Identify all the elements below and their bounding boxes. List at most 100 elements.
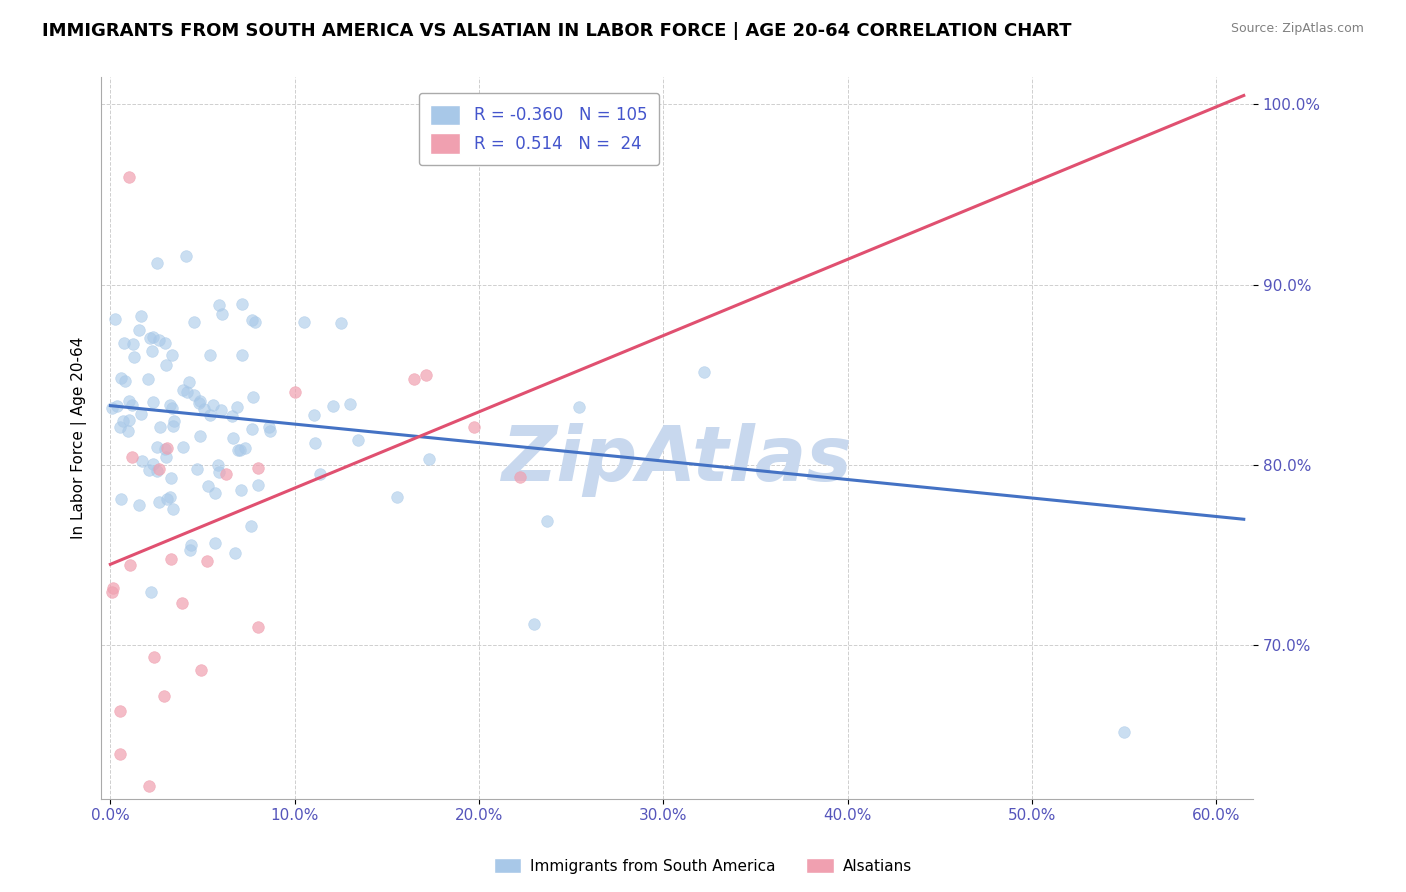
Point	[138, 463, 160, 477]
Point	[121, 337, 143, 351]
Point	[229, 483, 252, 497]
Point	[155, 359, 177, 373]
Point	[128, 323, 150, 337]
Point	[118, 394, 141, 409]
Point	[149, 419, 172, 434]
Point	[222, 431, 245, 445]
Point	[247, 478, 270, 492]
Point	[190, 663, 212, 677]
Point	[162, 502, 184, 516]
Point	[211, 307, 233, 321]
Point	[118, 558, 141, 573]
Point	[188, 396, 211, 410]
Point	[229, 443, 252, 458]
Point	[139, 331, 162, 345]
Point	[215, 467, 238, 481]
Point	[155, 450, 177, 464]
Point	[108, 420, 131, 434]
Point	[129, 309, 152, 323]
Point	[160, 471, 183, 485]
Point	[198, 348, 221, 362]
Point	[329, 316, 352, 330]
Point	[172, 440, 194, 454]
Point	[142, 457, 165, 471]
Point	[148, 495, 170, 509]
Point	[247, 460, 270, 475]
Point	[163, 414, 186, 428]
Point	[242, 390, 264, 404]
Point	[240, 422, 263, 436]
Point	[142, 649, 165, 664]
Point	[176, 384, 198, 399]
Point	[110, 492, 132, 507]
Point	[179, 542, 201, 557]
Point	[128, 498, 150, 512]
Point	[208, 465, 231, 479]
Point	[104, 312, 127, 326]
Point	[568, 400, 591, 414]
Point	[118, 413, 141, 427]
Point	[183, 315, 205, 329]
Point	[239, 519, 262, 533]
Point	[117, 424, 139, 438]
Point	[118, 169, 141, 184]
Point	[243, 315, 266, 329]
Point	[148, 333, 170, 347]
Point	[146, 464, 169, 478]
Point	[193, 402, 215, 417]
Point	[204, 486, 226, 500]
Point	[136, 372, 159, 386]
Point	[292, 315, 315, 329]
Point	[155, 335, 177, 350]
Point	[145, 440, 167, 454]
Point	[1112, 725, 1135, 739]
Point	[156, 441, 179, 455]
Legend: R = -0.360   N = 105, R =  0.514   N =  24: R = -0.360 N = 105, R = 0.514 N = 24	[419, 93, 659, 165]
Point	[183, 388, 205, 402]
Point	[108, 747, 131, 761]
Point	[536, 514, 558, 528]
Point	[188, 394, 211, 409]
Point	[105, 399, 128, 413]
Point	[111, 414, 134, 428]
Point	[322, 399, 344, 413]
Point	[209, 402, 232, 417]
Point	[418, 451, 440, 466]
Y-axis label: In Labor Force | Age 20-64: In Labor Force | Age 20-64	[72, 337, 87, 540]
Point	[463, 420, 485, 434]
Point	[179, 376, 201, 390]
Point	[101, 584, 124, 599]
Point	[129, 407, 152, 421]
Point	[259, 420, 281, 434]
Point	[224, 546, 246, 560]
Point	[284, 385, 307, 400]
Point	[201, 398, 224, 412]
Point	[308, 467, 330, 481]
Point	[302, 408, 325, 422]
Legend: Immigrants from South America, Alsatians: Immigrants from South America, Alsatians	[488, 852, 918, 880]
Point	[204, 535, 226, 549]
Point	[404, 372, 426, 386]
Point	[172, 383, 194, 397]
Point	[101, 401, 124, 415]
Point	[131, 454, 153, 468]
Point	[160, 401, 183, 415]
Point	[146, 256, 169, 270]
Point	[141, 330, 163, 344]
Point	[174, 249, 197, 263]
Point	[114, 375, 136, 389]
Point	[156, 491, 179, 506]
Point	[259, 424, 281, 438]
Point	[195, 554, 218, 568]
Point	[160, 348, 183, 362]
Point	[138, 779, 160, 793]
Point	[142, 395, 165, 409]
Point	[207, 458, 229, 473]
Point	[180, 538, 202, 552]
Point	[108, 704, 131, 718]
Point	[226, 443, 249, 458]
Point	[523, 616, 546, 631]
Point	[188, 429, 211, 443]
Point	[339, 397, 361, 411]
Point	[231, 347, 253, 361]
